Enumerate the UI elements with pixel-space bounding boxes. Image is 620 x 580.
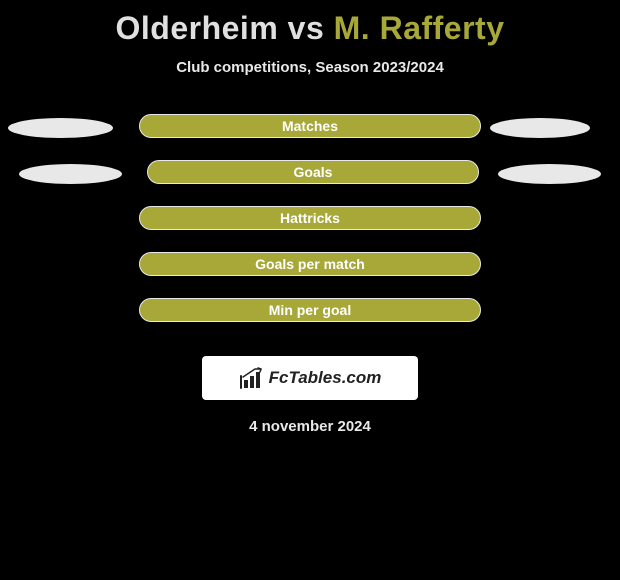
stat-label: Goals <box>294 164 333 180</box>
chart-row: Matches <box>0 114 620 160</box>
stat-bar: Hattricks <box>139 206 481 230</box>
chart-row: Goals per match <box>0 252 620 298</box>
watermark-text: FcTables.com <box>269 368 382 388</box>
footer-date: 4 november 2024 <box>0 418 620 435</box>
stat-bar: Min per goal <box>139 298 481 322</box>
stat-bar: Goals per match <box>139 252 481 276</box>
comparison-chart: Matches Goals Hattricks Goals per match Min … <box>0 114 620 344</box>
chart-row: Min per goal <box>0 298 620 344</box>
right-value-ellipse <box>490 118 590 138</box>
subtitle: Club competitions, Season 2023/2024 <box>0 59 620 76</box>
stat-label: Hattricks <box>280 210 340 226</box>
stat-label: Matches <box>282 118 338 134</box>
stat-label: Min per goal <box>269 302 351 318</box>
player1-name: Olderheim <box>116 10 279 46</box>
stat-label: Goals per match <box>255 256 365 272</box>
chart-row: Hattricks <box>0 206 620 252</box>
chart-row: Goals <box>0 160 620 206</box>
left-value-ellipse <box>8 118 113 138</box>
watermark: FcTables.com <box>202 356 418 400</box>
left-value-ellipse <box>19 164 122 184</box>
player2-name: M. Rafferty <box>334 10 505 46</box>
watermark-chart-icon <box>239 366 263 390</box>
right-value-ellipse <box>498 164 601 184</box>
stat-bar: Goals <box>147 160 479 184</box>
stat-bar: Matches <box>139 114 481 138</box>
page-title: Olderheim vs M. Rafferty <box>0 0 620 47</box>
vs-text: vs <box>288 10 325 46</box>
